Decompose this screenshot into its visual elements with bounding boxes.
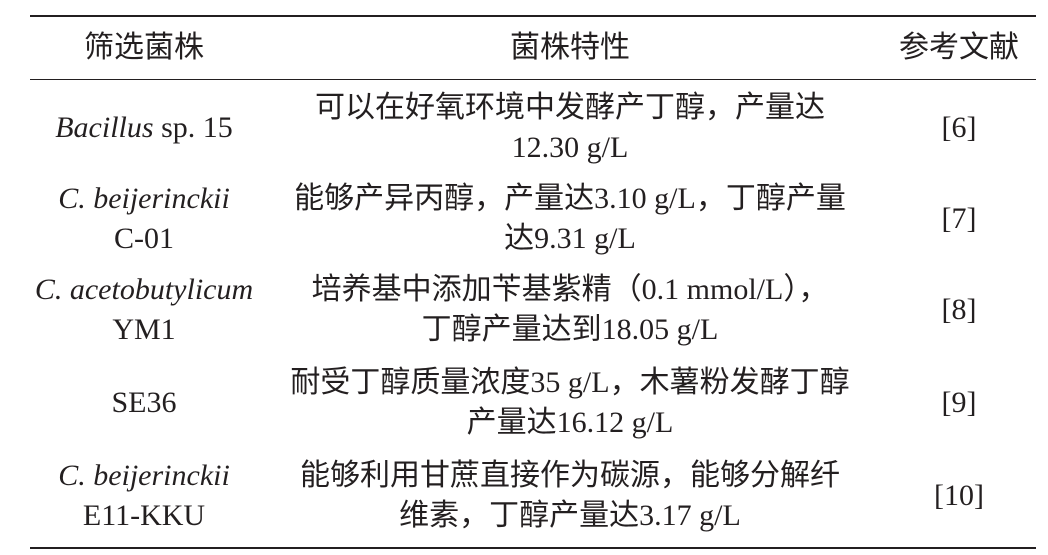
- strain-cell: C. acetobutylicum YM1: [30, 264, 258, 356]
- strain-id: YM1: [112, 313, 176, 346]
- reference-cell: [6]: [882, 82, 1036, 174]
- reference-cell: [7]: [882, 173, 1036, 265]
- strain-cell: Bacillus sp. 15: [30, 82, 258, 174]
- traits-line: 能够产异丙醇，产量达3.10 g/L，丁醇产量: [294, 182, 846, 215]
- strain-id: E11-KKU: [82, 499, 206, 532]
- traits-line: 12.30 g/L: [511, 131, 629, 164]
- strain-genus: C. acetobutylicum: [34, 273, 254, 306]
- table-top-rule: [30, 15, 1036, 17]
- strain-name: C. acetobutylicum: [35, 270, 253, 310]
- strain-name: SE36: [111, 383, 176, 423]
- strain-genus: C. beijerinckii: [58, 459, 230, 492]
- strain-cell: SE36: [30, 357, 258, 449]
- header-strain: 筛选菌株: [84, 31, 204, 64]
- strain-id: C-01: [114, 222, 174, 255]
- reference-number: [8]: [941, 293, 977, 326]
- traits-line: 可以在好氧环境中发酵产丁醇，产量达: [315, 91, 825, 124]
- header-reference: 参考文献: [899, 31, 1019, 64]
- traits-cell: 耐受丁醇质量浓度35 g/L，木薯粉发酵丁醇 产量达16.12 g/L: [258, 357, 882, 449]
- strain-name: Bacillus sp. 15: [55, 108, 233, 148]
- traits-cell: 可以在好氧环境中发酵产丁醇，产量达 12.30 g/L: [258, 82, 882, 174]
- traits-line: 培养基中添加苄基紫精（0.1 mmol/L），: [311, 273, 829, 306]
- reference-number: [6]: [941, 111, 977, 144]
- strain-name: C. beijerinckii: [58, 456, 230, 496]
- table-header-rule: [30, 79, 1036, 80]
- reference-number: [7]: [941, 202, 977, 235]
- traits-line: 维素，丁醇产量达3.17 g/L: [399, 499, 741, 532]
- header-traits: 菌株特性: [510, 31, 630, 64]
- strain-suffix: SE36: [111, 386, 177, 419]
- traits-cell: 培养基中添加苄基紫精（0.1 mmol/L）， 丁醇产量达到18.05 g/L: [258, 264, 882, 356]
- reference-number: [10]: [934, 479, 984, 512]
- reference-cell: [10]: [882, 450, 1036, 542]
- traits-line: 产量达16.12 g/L: [466, 406, 674, 439]
- traits-line: 能够利用甘蔗直接作为碳源，能够分解纤: [300, 459, 840, 492]
- traits-cell: 能够产异丙醇，产量达3.10 g/L，丁醇产量 达9.31 g/L: [258, 173, 882, 265]
- strain-name: C. beijerinckii: [58, 179, 230, 219]
- traits-line: 耐受丁醇质量浓度35 g/L，木薯粉发酵丁醇: [290, 366, 850, 399]
- strain-genus: Bacillus: [55, 111, 154, 144]
- traits-line: 达9.31 g/L: [504, 222, 636, 255]
- reference-number: [9]: [941, 386, 977, 419]
- strain-cell: C. beijerinckii E11-KKU: [30, 450, 258, 542]
- reference-cell: [9]: [882, 357, 1036, 449]
- traits-line: 丁醇产量达到18.05 g/L: [421, 313, 719, 346]
- traits-cell: 能够利用甘蔗直接作为碳源，能够分解纤 维素，丁醇产量达3.17 g/L: [258, 450, 882, 542]
- strain-cell: C. beijerinckii C-01: [30, 173, 258, 265]
- strain-suffix: sp. 15: [153, 111, 233, 144]
- table-bottom-rule: [30, 547, 1036, 549]
- strain-genus: C. beijerinckii: [58, 182, 230, 215]
- reference-cell: [8]: [882, 264, 1036, 356]
